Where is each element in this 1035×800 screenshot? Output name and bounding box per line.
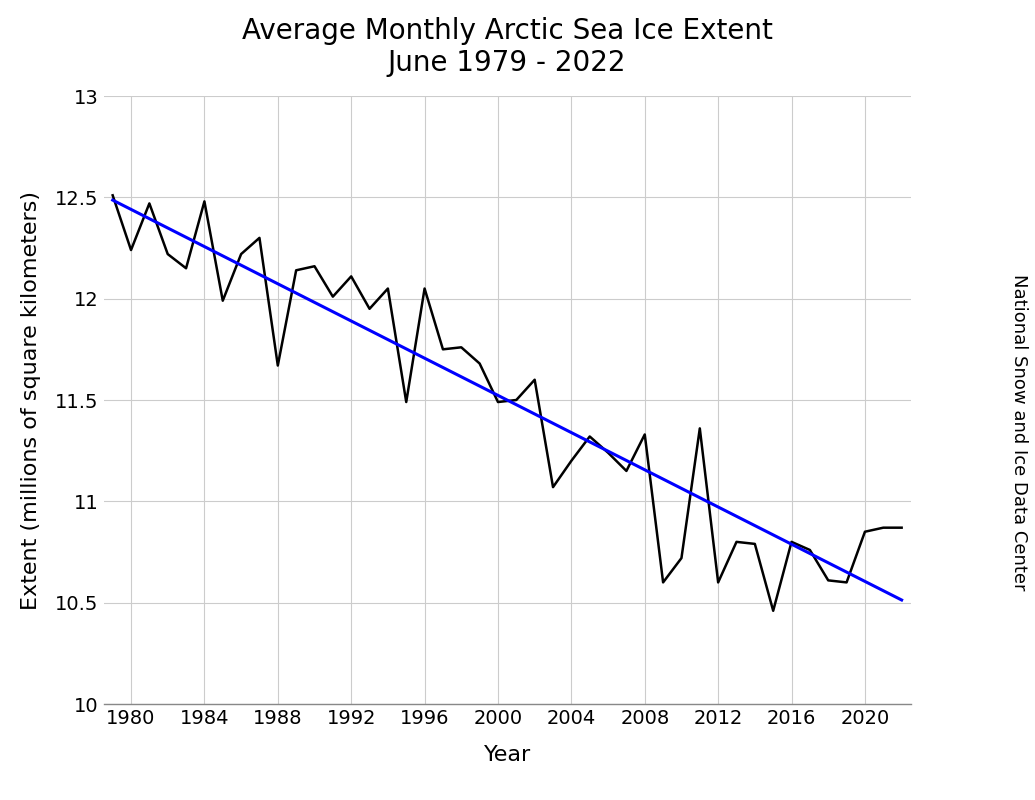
Title: Average Monthly Arctic Sea Ice Extent
June 1979 - 2022: Average Monthly Arctic Sea Ice Extent Ju…	[242, 17, 772, 77]
X-axis label: Year: Year	[483, 745, 531, 765]
Text: National Snow and Ice Data Center: National Snow and Ice Data Center	[1010, 274, 1029, 590]
Y-axis label: Extent (millions of square kilometers): Extent (millions of square kilometers)	[22, 190, 41, 610]
